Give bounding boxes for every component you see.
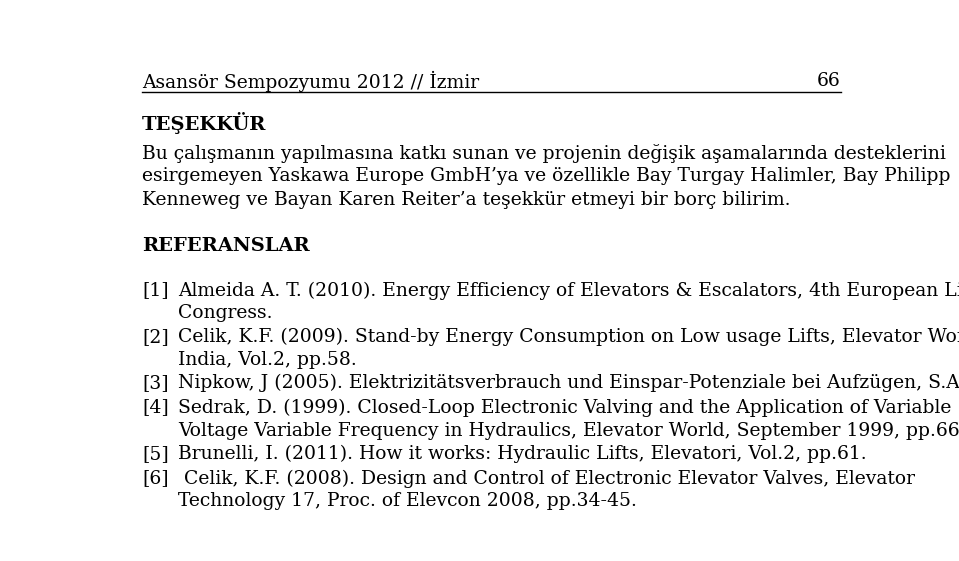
Text: Congress.: Congress.: [178, 305, 272, 323]
Text: Celik, K.F. (2009). Stand-by Energy Consumption on Low usage Lifts, Elevator Wor: Celik, K.F. (2009). Stand-by Energy Cons…: [178, 328, 959, 346]
Text: Voltage Variable Frequency in Hydraulics, Elevator World, September 1999, pp.66.: Voltage Variable Frequency in Hydraulics…: [178, 421, 959, 439]
Text: Nipkow, J (2005). Elektrizitätsverbrauch und Einspar-Potenziale bei Aufzügen, S.: Nipkow, J (2005). Elektrizitätsverbrauch…: [178, 374, 959, 392]
Text: Asansör Sempozyumu 2012 // İzmir: Asansör Sempozyumu 2012 // İzmir: [142, 71, 480, 92]
Text: Kenneweg ve Bayan Karen Reiter’a teşekkür etmeyi bir borç bilirim.: Kenneweg ve Bayan Karen Reiter’a teşekkü…: [142, 191, 790, 209]
Text: TEŞEKKÜR: TEŞEKKÜR: [142, 112, 267, 134]
Text: 66: 66: [817, 72, 841, 90]
Text: Almeida A. T. (2010). Energy Efficiency of Elevators & Escalators, 4th European : Almeida A. T. (2010). Energy Efficiency …: [178, 282, 959, 300]
Text: [1]: [1]: [142, 282, 169, 300]
Text: India, Vol.2, pp.58.: India, Vol.2, pp.58.: [178, 351, 357, 369]
Text: Brunelli, I. (2011). How it works: Hydraulic Lifts, Elevatori, Vol.2, pp.61.: Brunelli, I. (2011). How it works: Hydra…: [178, 445, 867, 463]
Text: esirgemeyen Yaskawa Europe GmbH’ya ve özellikle Bay Turgay Halimler, Bay Philipp: esirgemeyen Yaskawa Europe GmbH’ya ve öz…: [142, 167, 950, 186]
Text: [3]: [3]: [142, 374, 169, 392]
Text: [6]: [6]: [142, 469, 169, 488]
Text: [2]: [2]: [142, 328, 169, 346]
Text: Technology 17, Proc. of Elevcon 2008, pp.34-45.: Technology 17, Proc. of Elevcon 2008, pp…: [178, 493, 637, 511]
Text: Celik, K.F. (2008). Design and Control of Electronic Elevator Valves, Elevator: Celik, K.F. (2008). Design and Control o…: [178, 469, 915, 488]
Text: REFERANSLAR: REFERANSLAR: [142, 237, 310, 255]
Text: Sedrak, D. (1999). Closed-Loop Electronic Valving and the Application of Variabl: Sedrak, D. (1999). Closed-Loop Electroni…: [178, 398, 951, 417]
Text: Bu çalışmanın yapılmasına katkı sunan ve projenin değişik aşamalarında destekler: Bu çalışmanın yapılmasına katkı sunan ve…: [142, 144, 946, 163]
Text: [5]: [5]: [142, 445, 169, 463]
Text: [4]: [4]: [142, 398, 169, 416]
